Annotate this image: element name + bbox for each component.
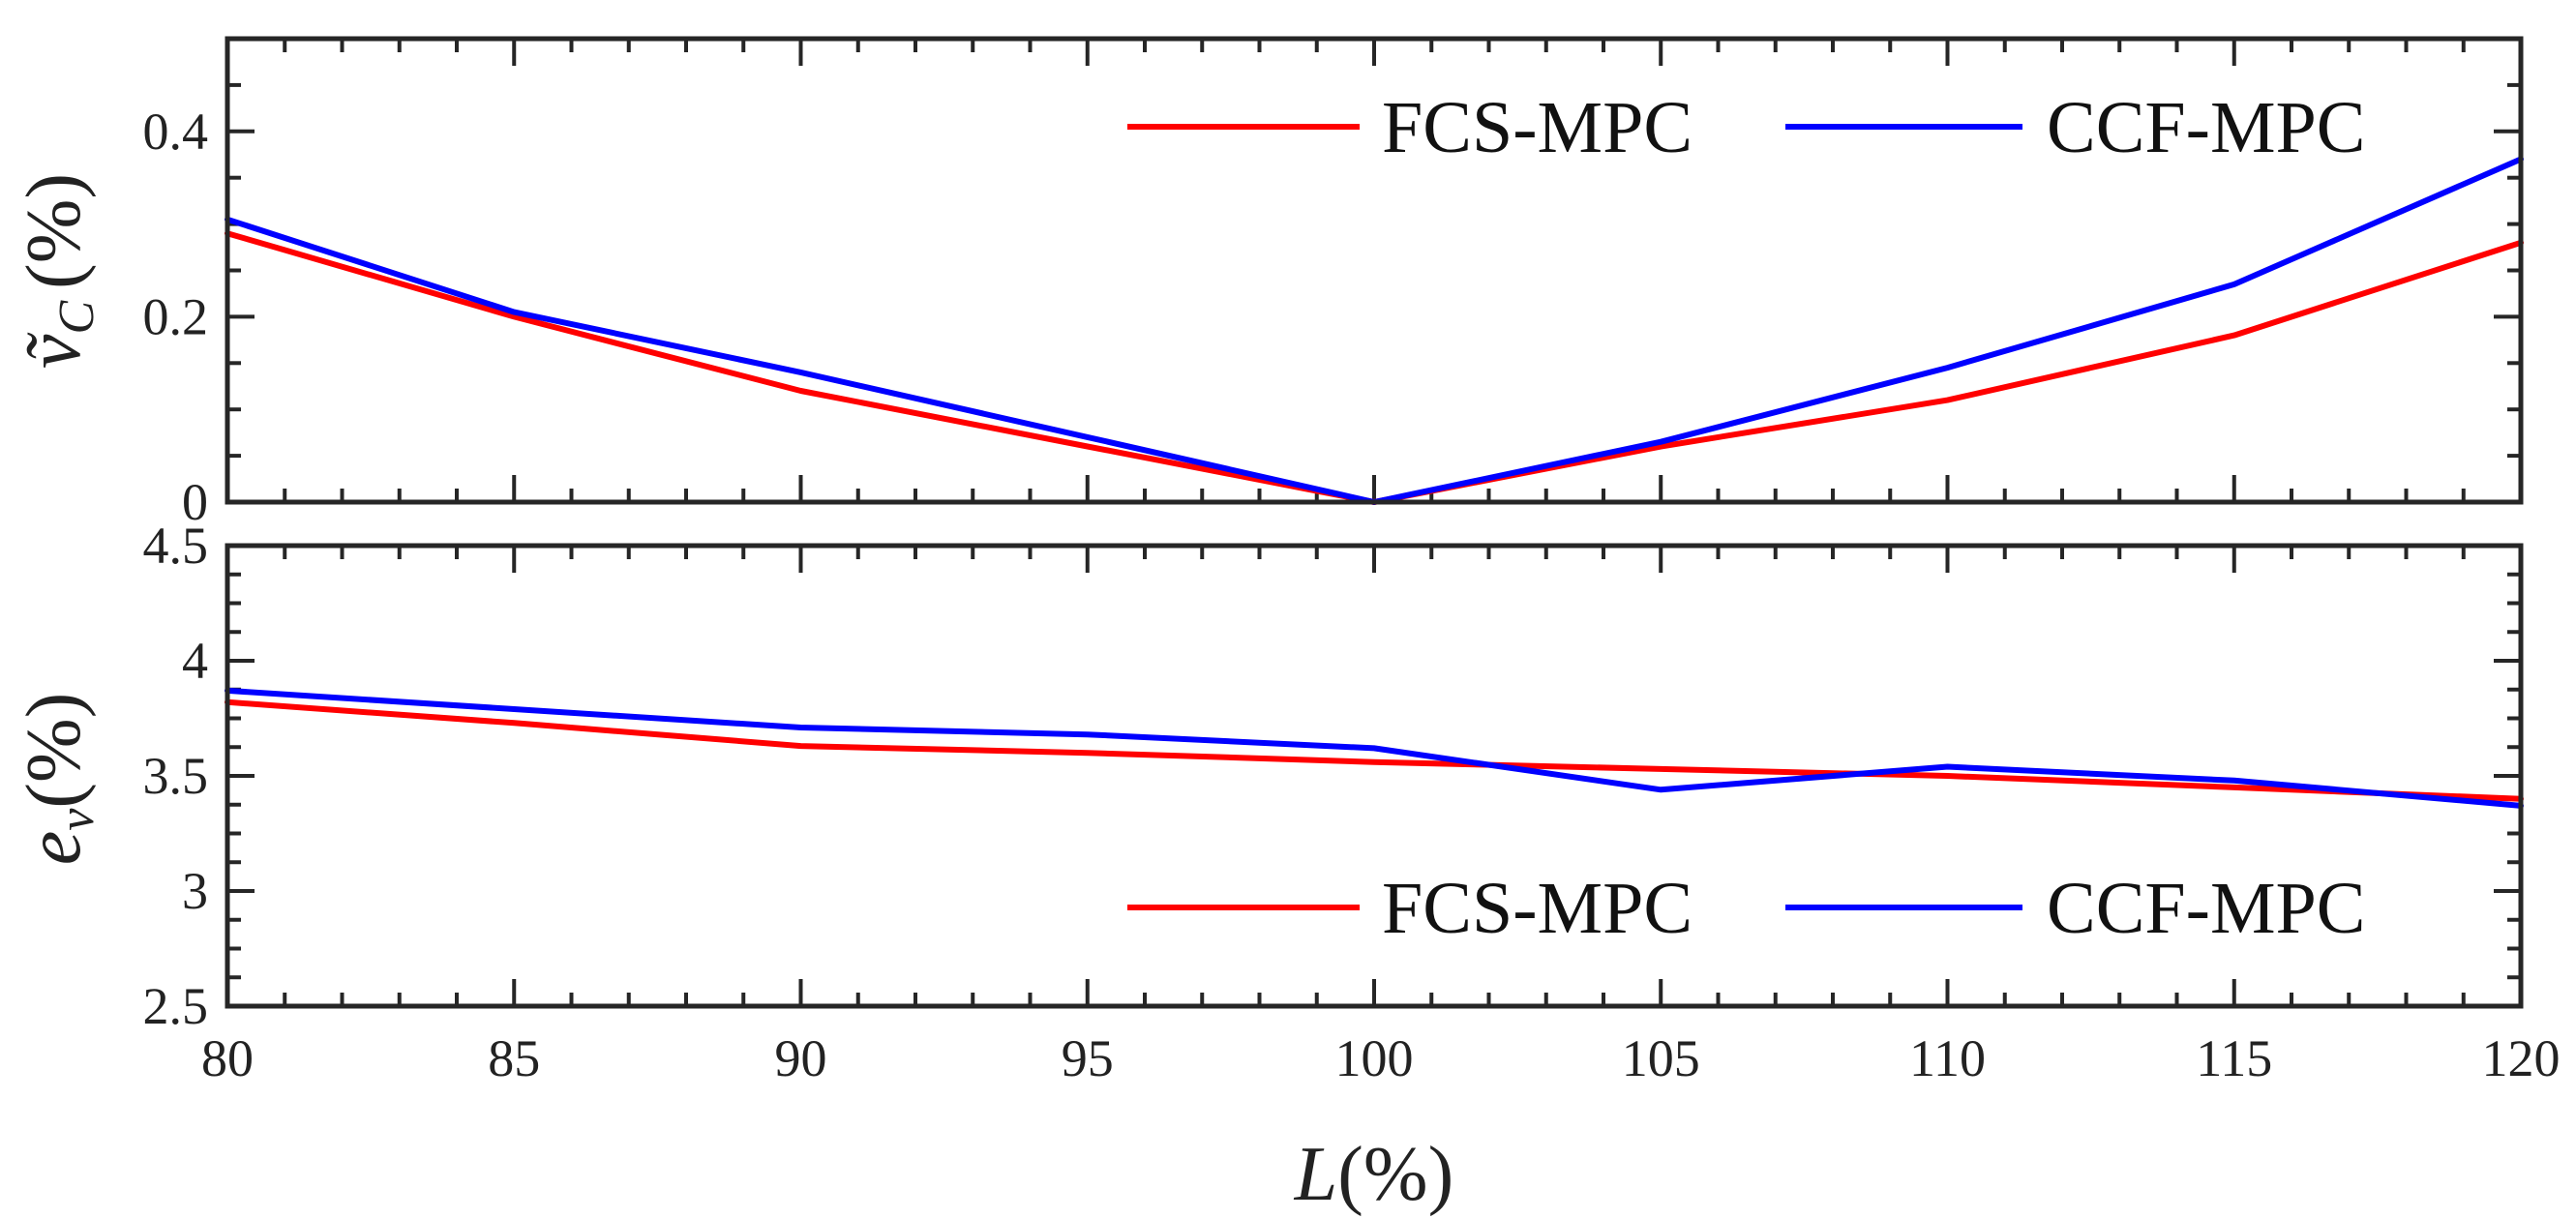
x-tick-label: 85 (488, 1029, 540, 1087)
top-plot-frame (225, 36, 2524, 505)
x-axis-label-symbol: L (1294, 1132, 1338, 1217)
bottom-y-tick-label: 3.5 (143, 747, 209, 805)
top-legend-label-fcs: FCS-MPC (1382, 87, 1692, 168)
top-series (225, 156, 2524, 505)
bottom-legend-label-fcs: FCS-MPC (1382, 868, 1692, 949)
bottom-plot-frame (225, 543, 2524, 1009)
top-y-axis-label: ṽC (%) (12, 173, 105, 369)
top-y-tick-label: 0.2 (143, 287, 209, 345)
x-tick-label: 115 (2196, 1029, 2272, 1087)
bottom-y-axis-label-unit: (%) (12, 693, 97, 809)
top-series-fcs-mpc (225, 230, 2524, 505)
x-tick-label: 90 (775, 1029, 827, 1087)
bottom-y-axis-label-symbol: e (12, 831, 97, 866)
x-tick-label: 100 (1335, 1029, 1414, 1087)
top-panel: 0 0.2 0.4 FCS-MPC CCF-MPC ṽC (%) (12, 36, 2524, 531)
x-tick-label: 105 (1622, 1029, 1700, 1087)
bottom-y-tick-labels: 2.5 3 3.5 4 4.5 (143, 517, 209, 1035)
bottom-series-ccf-mpc (225, 687, 2524, 809)
top-y-axis-label-subscript: C (49, 300, 105, 335)
x-tick-label: 80 (201, 1029, 254, 1087)
x-axis-label: L(%) (1294, 1132, 1453, 1217)
top-legend-label-ccf: CCF-MPC (2047, 87, 2366, 168)
bottom-y-tick-label: 2.5 (143, 977, 209, 1035)
top-y-tick-label: 0.4 (143, 103, 209, 161)
bottom-panel: 2.5 3 3.5 4 4.5 FCS-MPC CCF-MPC ev(%) (12, 517, 2524, 1035)
x-tick-label: 120 (2482, 1029, 2561, 1087)
bottom-y-tick-label: 4 (182, 632, 208, 690)
top-y-tick-label: 0 (182, 473, 208, 531)
x-tick-label: 95 (1062, 1029, 1114, 1087)
top-y-axis-label-unit: (%) (12, 173, 97, 289)
bottom-y-axis-label: ev(%) (12, 693, 105, 866)
bottom-y-tick-label: 3 (182, 862, 208, 920)
top-y-axis-label-symbol: ṽ (12, 332, 97, 369)
top-legend: FCS-MPC CCF-MPC (1127, 87, 2366, 168)
x-tick-label: 110 (1909, 1029, 1986, 1087)
x-tick-labels: 80 85 90 95 100 105 110 115 120 (201, 1029, 2561, 1087)
bottom-y-axis-label-subscript: v (49, 808, 105, 831)
bottom-series (225, 687, 2524, 809)
bottom-legend-label-ccf: CCF-MPC (2047, 868, 2366, 949)
bottom-y-tick-label: 4.5 (143, 517, 209, 575)
bottom-legend: FCS-MPC CCF-MPC (1127, 868, 2366, 949)
bottom-series-fcs-mpc (225, 698, 2524, 802)
top-y-tick-labels: 0 0.2 0.4 (143, 103, 209, 531)
x-axis-label-unit: (%) (1337, 1132, 1453, 1217)
